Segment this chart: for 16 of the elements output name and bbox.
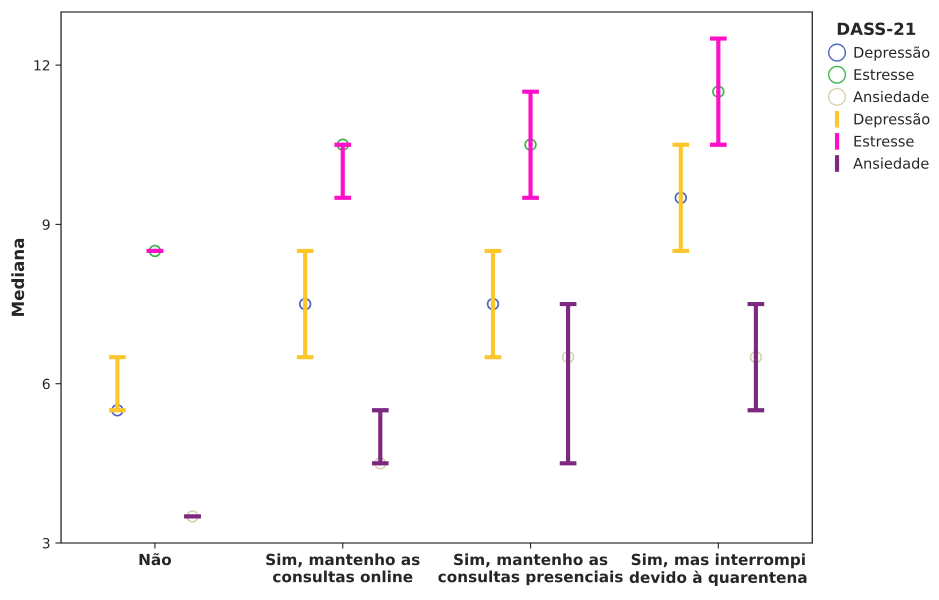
- legend-label: Depressão: [854, 113, 930, 128]
- legend-label: Ansiedade: [853, 158, 929, 169]
- legend-title: DASS-21: [838, 22, 916, 36]
- y-tick-label: 9: [42, 219, 50, 230]
- legend-label: Ansiedade: [853, 90, 929, 102]
- y-tick-label: 6: [42, 378, 50, 390]
- x-tick-label: Não: [140, 553, 172, 566]
- y-tick-label: 12: [34, 60, 50, 70]
- x-tick-label: Sim, mantenho as consultas online: [266, 553, 420, 582]
- legend-label: Depressão: [854, 46, 930, 61]
- x-tick-label: Sim, mantenho as consultas presenciais: [438, 553, 623, 586]
- legend-label: Estresse: [854, 136, 914, 147]
- y-axis-title: Mediana: [11, 238, 24, 316]
- y-tick-label: 3: [42, 538, 50, 548]
- x-tick-label: Sim, mas interrompi devido à quarentena: [630, 553, 806, 586]
- legend-label: Estresse: [854, 69, 914, 80]
